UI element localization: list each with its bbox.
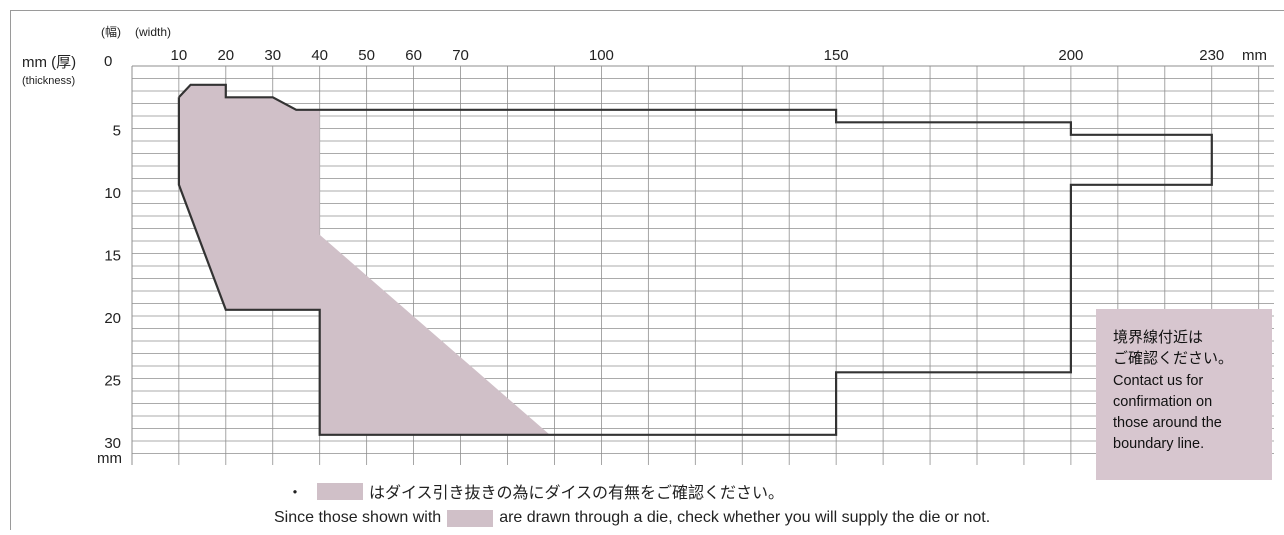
y-tick-label: 10 — [104, 185, 121, 202]
boundary-outline — [177, 83, 1213, 436]
footer-jp-line: ・ はダイス引き抜きの為にダイスの有無をご確認ください。 — [287, 480, 784, 502]
x-tick-label: 60 — [405, 47, 422, 64]
footer-notes: ・ はダイス引き抜きの為にダイスの有無をご確認ください。 Since those… — [0, 478, 1284, 535]
note-en-line3: those around the — [1113, 415, 1222, 431]
footer-en-before: Since those shown with — [274, 509, 442, 526]
x-tick-label: 20 — [217, 47, 234, 64]
y-tick-label: 30 — [104, 435, 121, 452]
y-tick-label: 5 — [113, 123, 121, 140]
note-en-line2: confirmation on — [1113, 394, 1213, 410]
left-border — [10, 10, 11, 530]
y-unit-label-en: (thickness) — [22, 75, 75, 87]
footer-en-after: are drawn through a die, check whether y… — [499, 509, 991, 526]
x-tick-label: 10 — [171, 47, 188, 64]
die-drawn-region — [178, 84, 550, 435]
x-tick-label: 50 — [358, 47, 375, 64]
shade-swatch-en — [447, 509, 494, 527]
x-unit-label-en: (width) — [135, 25, 171, 39]
x-unit-suffix: mm — [1242, 47, 1267, 64]
y-tick-label: 15 — [104, 248, 121, 265]
footer-bullet: ・ — [287, 485, 304, 502]
boundary-note: 境界線付近は ご確認ください。 Contact us for confirmat… — [1096, 309, 1272, 480]
x-tick-label: 70 — [452, 47, 469, 64]
y-unit-label: mm (厚) — [22, 54, 76, 71]
footer-jp-text: はダイス引き抜きの為にダイスの有無をご確認ください。 — [369, 485, 785, 502]
y-unit-suffix: mm — [97, 450, 122, 467]
footer-en-line: Since those shown with are drawn through… — [274, 507, 990, 529]
x-tick-label: 100 — [589, 47, 614, 64]
y-tick-label: 25 — [104, 373, 121, 390]
shade-swatch-jp — [317, 482, 364, 500]
note-en-line4: boundary line. — [1113, 436, 1205, 452]
x-tick-label: 200 — [1058, 47, 1083, 64]
x-tick-label: 230 — [1199, 47, 1224, 64]
note-jp-line1: 境界線付近は — [1113, 329, 1204, 346]
regions — [177, 83, 1213, 436]
y-origin-label: 0 — [104, 53, 112, 70]
x-tick-label: 150 — [824, 47, 849, 64]
x-tick-label: 30 — [264, 47, 281, 64]
top-border — [10, 10, 1284, 11]
chart: (幅) (width) mm (厚) (thickness) 0 mm mm 1… — [22, 24, 1274, 467]
x-unit-label-jp: (幅) — [101, 24, 121, 39]
y-tick-label: 20 — [104, 310, 121, 327]
note-jp-line2: ご確認ください。 — [1113, 350, 1234, 367]
axes: (幅) (width) mm (厚) (thickness) 0 mm mm 1… — [22, 24, 1267, 467]
x-tick-label: 40 — [311, 47, 328, 64]
note-en-line1: Contact us for — [1113, 373, 1204, 389]
